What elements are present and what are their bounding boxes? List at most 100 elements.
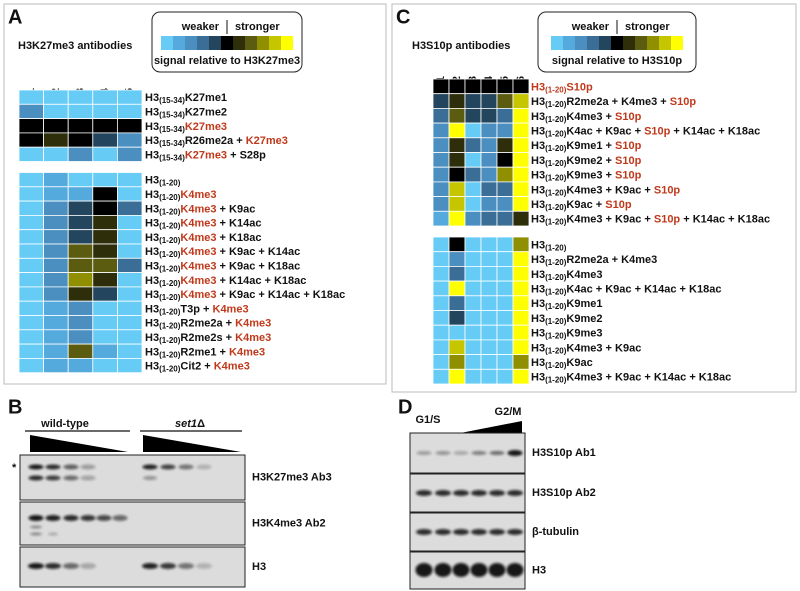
heatmap-cell	[464, 108, 482, 124]
heatmap-cell	[67, 89, 94, 105]
heatmap-cell	[117, 315, 143, 331]
band	[28, 563, 44, 569]
heatmap-cell	[43, 146, 69, 162]
heatmap-cell	[448, 181, 466, 197]
band	[507, 529, 523, 535]
blot	[19, 501, 246, 546]
text-segment: (1-20)	[545, 317, 567, 326]
heatmap-cell	[480, 354, 498, 370]
text-segment: H3	[531, 239, 545, 251]
text-segment: K4me3	[180, 275, 216, 287]
heatmap-cell	[67, 357, 94, 374]
legend-swatch	[281, 36, 293, 50]
heatmap-cell	[92, 257, 118, 273]
text-segment: (1-20)	[545, 332, 567, 341]
text-segment: (1-20)	[545, 258, 567, 267]
heatmap-cell	[496, 152, 514, 168]
panel-letter: B	[8, 396, 22, 418]
heatmap-cell	[448, 93, 466, 109]
text-segment: S10p	[605, 199, 632, 211]
timepoint-label: G1/S	[415, 414, 440, 426]
text-segment: H3	[531, 81, 545, 93]
band	[45, 515, 61, 521]
row-label: H3(1-20)K9ac + S10p	[531, 199, 632, 212]
text-segment: H3	[531, 169, 545, 181]
text-segment: S10p	[615, 155, 642, 167]
text-segment: H3	[531, 140, 545, 152]
legend-swatch	[575, 36, 587, 50]
band	[45, 464, 61, 470]
text-segment: (1-20)	[545, 188, 567, 197]
heatmap-cell	[67, 146, 94, 162]
heatmap-cell	[18, 172, 45, 188]
row-label: H3(1-20)K4me3 + K14ac	[145, 217, 261, 230]
heatmap-cell	[67, 118, 94, 134]
row-label: H3(1-20)K4ac + K9ac + S10p + K14ac + K18…	[531, 125, 760, 138]
heatmap-cell	[43, 300, 69, 316]
panel-frame	[391, 3, 797, 393]
text-segment: K9me2	[566, 313, 602, 325]
blot-label: H3	[252, 561, 266, 573]
band	[416, 490, 432, 496]
heatmap-cell	[92, 132, 118, 148]
heatmap-cell	[480, 324, 498, 341]
heatmap-cell	[67, 132, 94, 148]
heatmap-cell	[480, 181, 498, 197]
heatmap-cell	[448, 78, 466, 95]
text-segment: (15-34)	[159, 139, 185, 148]
heatmap-cell	[117, 89, 143, 105]
heatmap-cell	[496, 251, 514, 267]
text-segment: K4me3	[180, 246, 216, 258]
heatmap-cell	[43, 329, 69, 345]
text-segment: K4me3 + K9ac +	[566, 214, 653, 226]
band	[489, 529, 505, 535]
heatmap-cell	[480, 368, 498, 385]
text-segment: H3	[145, 92, 159, 104]
heatmap-cell	[432, 295, 450, 311]
heatmap-cell	[448, 280, 466, 297]
heatmap-cell	[496, 78, 514, 95]
text-segment: H3	[145, 149, 159, 161]
text-segment: H3	[145, 217, 159, 229]
legend-swatch	[233, 36, 245, 50]
text-segment: K9me2 +	[566, 155, 615, 167]
legend-swatch	[587, 36, 599, 50]
text-segment: H3	[531, 199, 545, 211]
row-label: H3(1-20)R2me1 + K4me3	[145, 346, 265, 359]
text-segment: K27me3	[185, 121, 227, 133]
band	[471, 451, 487, 455]
heatmap-cell	[480, 137, 498, 153]
legend-swatch	[257, 36, 269, 50]
row-label: H3(1-20)R2me2a + K4me3	[145, 318, 271, 331]
band	[415, 563, 433, 577]
row-label: H3(1-20)K4me3 + K18ac	[145, 232, 261, 245]
row-label: H3(1-20)K4me3	[145, 189, 216, 202]
row-label: H3(1-20)K9me1 + S10p	[531, 140, 642, 153]
heatmap-cell	[448, 354, 466, 370]
band	[80, 563, 96, 569]
heatmap-cell	[432, 108, 450, 124]
band	[471, 529, 487, 535]
heatmap-cell	[480, 265, 498, 282]
text-segment: H3	[145, 106, 159, 118]
text-segment: K4me3 + K9ac +	[566, 184, 653, 196]
heatmap-cell	[92, 229, 118, 245]
blot-label: H3K4me3 Ab2	[252, 517, 326, 529]
heatmap-cell	[448, 339, 466, 355]
heatmap-cell	[464, 137, 482, 153]
legend-swatch	[185, 36, 197, 50]
text-segment: H3	[145, 203, 159, 215]
heatmap-cell	[448, 236, 466, 253]
heatmap-cell	[464, 236, 482, 253]
heatmap-cell	[496, 368, 514, 385]
row-label: H3(1-20)K4me3 + K9ac	[145, 203, 255, 216]
band	[489, 451, 505, 455]
text-segment: T3p +	[180, 303, 212, 315]
heatmap-cell	[464, 354, 482, 370]
band	[63, 563, 79, 569]
heatmap-cell	[92, 286, 118, 302]
text-segment: K9me1 +	[566, 140, 615, 152]
band	[435, 451, 451, 455]
heatmap-cell	[43, 286, 69, 302]
text-segment: R2me1 +	[180, 346, 229, 358]
